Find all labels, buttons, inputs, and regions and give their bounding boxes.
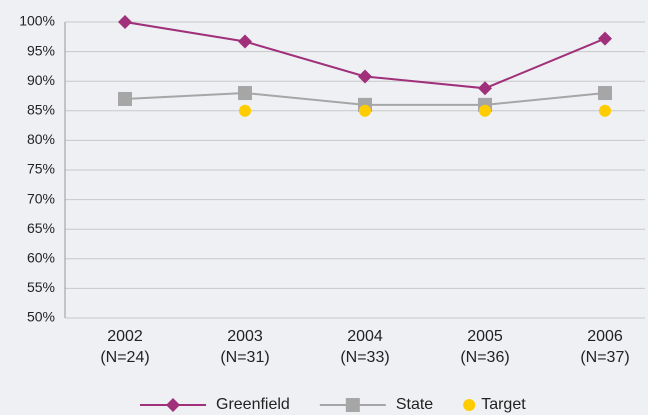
y-tick-label: 90% [27, 72, 55, 88]
x-tick-label: 2005 (N=36) [460, 328, 510, 366]
x-tick-label: 2006 (N=37) [580, 328, 630, 366]
marker [358, 69, 372, 84]
y-tick-label: 100% [19, 13, 55, 29]
y-tick-label: 80% [27, 131, 55, 147]
marker [238, 86, 252, 101]
marker [479, 104, 491, 117]
y-tick-label: 95% [27, 42, 55, 58]
marker [598, 86, 612, 101]
marker [359, 104, 371, 117]
legend-label: State [396, 396, 433, 413]
x-tick-label: 2004 (N=33) [340, 328, 390, 366]
marker [118, 15, 132, 29]
legend-label: Greenfield [216, 396, 290, 413]
marker [345, 398, 360, 412]
x-tick-label: 2003 (N=31) [220, 328, 270, 366]
y-tick-label: 55% [27, 279, 55, 295]
y-tick-label: 50% [27, 309, 55, 325]
marker [238, 34, 252, 49]
marker [239, 104, 251, 117]
y-tick-label: 65% [27, 220, 55, 236]
x-tick-label: 2002 (N=24) [100, 328, 150, 366]
marker [478, 81, 492, 96]
y-tick-label: 75% [27, 161, 55, 177]
marker [463, 399, 476, 411]
y-tick-label: 85% [27, 102, 55, 118]
marker [118, 91, 132, 106]
marker [166, 398, 180, 412]
legend-label: Target [481, 396, 526, 413]
marker [599, 104, 611, 117]
marker [598, 31, 612, 46]
y-tick-label: 70% [27, 190, 55, 206]
y-tick-label: 60% [27, 250, 55, 266]
